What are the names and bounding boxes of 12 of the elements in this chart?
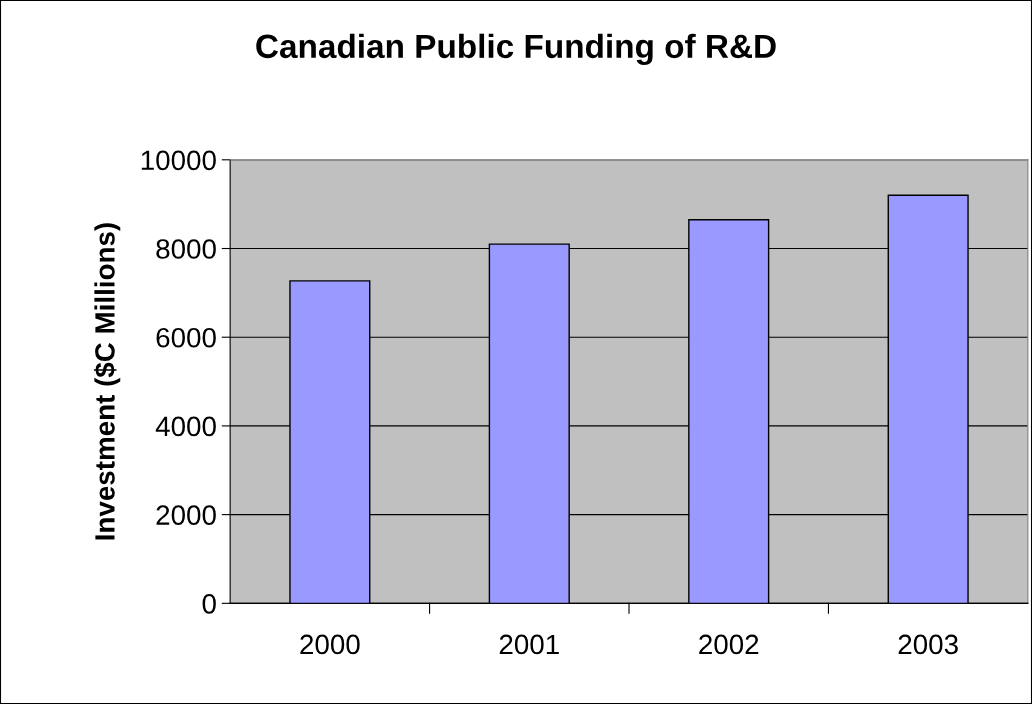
chart-title: Canadian Public Funding of R&D: [256, 33, 776, 65]
y-tick-label: 2000: [156, 505, 216, 525]
x-tick-label: 2000: [300, 634, 360, 655]
y-tick-label: 8000: [156, 239, 216, 259]
y-tick-label: 6000: [156, 327, 216, 348]
x-tick-label: 2001: [499, 634, 559, 655]
x-tick-label: 2002: [699, 634, 759, 655]
y-axis-title: Investment ($C Millions): [93, 223, 121, 540]
x-tick-label: 2003: [898, 634, 958, 655]
y-tick-label: 10000: [141, 150, 216, 171]
y-tick-label: 0: [202, 594, 216, 614]
y-tick-label: 4000: [155, 416, 216, 437]
